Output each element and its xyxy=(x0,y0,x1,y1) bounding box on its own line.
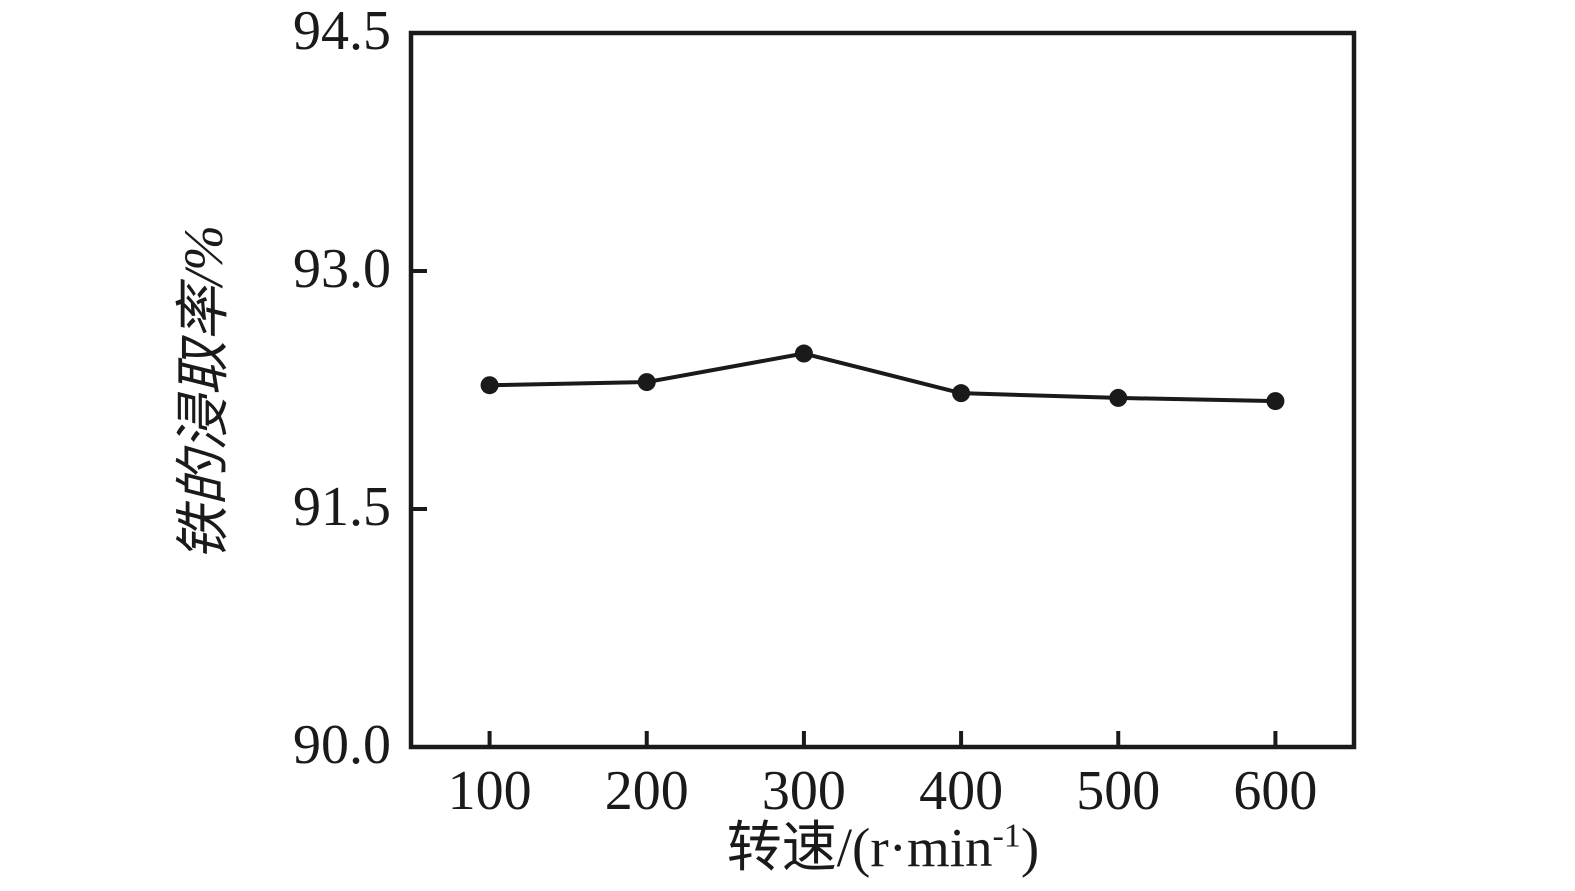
x-tick-label: 300 xyxy=(762,760,846,822)
data-point xyxy=(1109,388,1128,407)
data-point xyxy=(637,373,656,392)
x-tick-label: 400 xyxy=(919,760,1003,822)
data-point xyxy=(480,376,499,395)
x-axis-title-close: ) xyxy=(1020,817,1040,878)
x-tick-label: 100 xyxy=(448,760,532,822)
data-point xyxy=(952,384,971,403)
x-axis-title: 转速/(r·min-1) xyxy=(411,817,1355,879)
data-point xyxy=(794,344,813,363)
plot-frame xyxy=(408,30,1357,750)
x-tick-label: 500 xyxy=(1076,760,1160,822)
y-tick-label: 90.0 xyxy=(293,714,391,776)
y-tick-label: 91.5 xyxy=(293,476,391,538)
y-axis-title: 铁的浸取率/% xyxy=(173,224,234,562)
data-point xyxy=(1266,392,1285,411)
y-tick-label: 94.5 xyxy=(293,0,391,62)
x-axis-title-text: 转速/(r·min xyxy=(726,817,993,878)
y-tick-label: 93.0 xyxy=(293,238,391,300)
x-tick-label: 600 xyxy=(1233,760,1317,822)
series-line xyxy=(489,351,1276,404)
x-axis-title-superscript: -1 xyxy=(992,817,1021,855)
x-tick-label: 200 xyxy=(605,760,689,822)
